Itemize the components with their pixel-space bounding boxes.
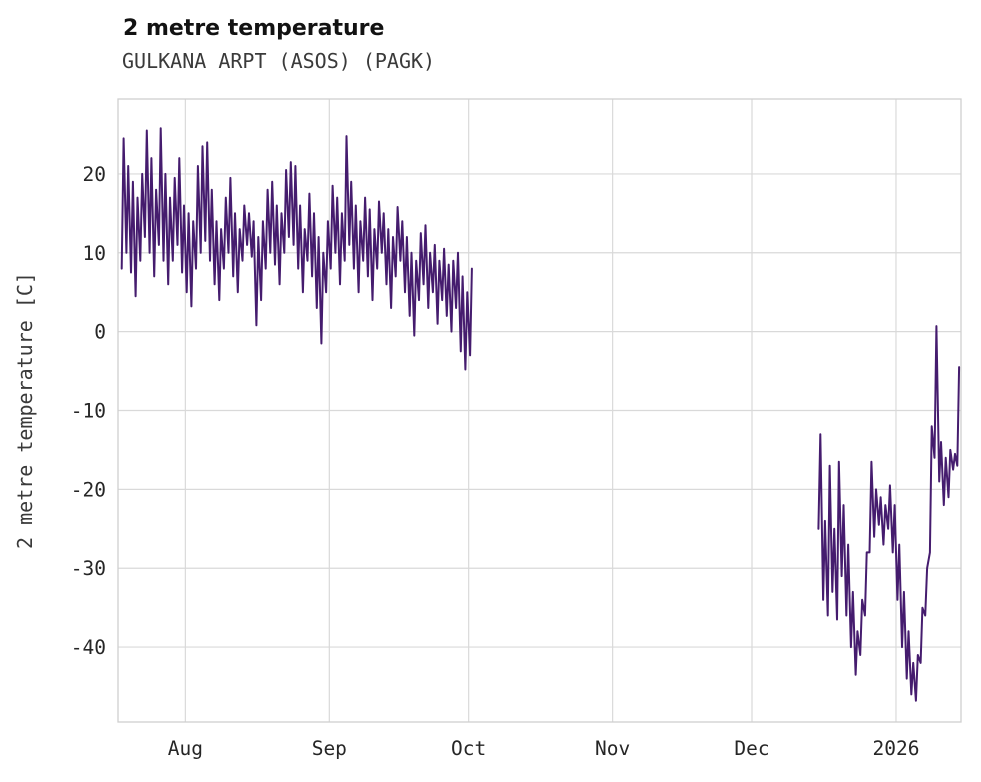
x-tick-label: Dec — [734, 737, 769, 760]
y-tick-label: 20 — [83, 163, 106, 186]
x-tick-label: Oct — [451, 737, 486, 760]
y-tick-label: 0 — [94, 321, 106, 344]
y-tick-label: -30 — [71, 557, 106, 580]
x-tick-label: Sep — [312, 737, 347, 760]
series-line-temperature-dec-jan — [817, 325, 961, 702]
y-tick-label: -20 — [71, 478, 106, 501]
y-tick-label: -10 — [71, 400, 106, 423]
x-tick-label: Aug — [168, 737, 203, 760]
y-tick-label: 10 — [83, 242, 106, 265]
x-tick-label: Nov — [595, 737, 630, 760]
chart-title: 2 metre temperature — [123, 16, 385, 41]
y-tick-label: -40 — [71, 636, 106, 659]
y-axis-label: 2 metre temperature [C] — [13, 272, 37, 549]
x-tick-label: 2026 — [872, 737, 919, 760]
series-line-temperature-jul-oct — [120, 127, 473, 371]
plot-border — [117, 98, 962, 723]
chart-subtitle: GULKANA ARPT (ASOS) (PAGK) — [122, 49, 436, 73]
